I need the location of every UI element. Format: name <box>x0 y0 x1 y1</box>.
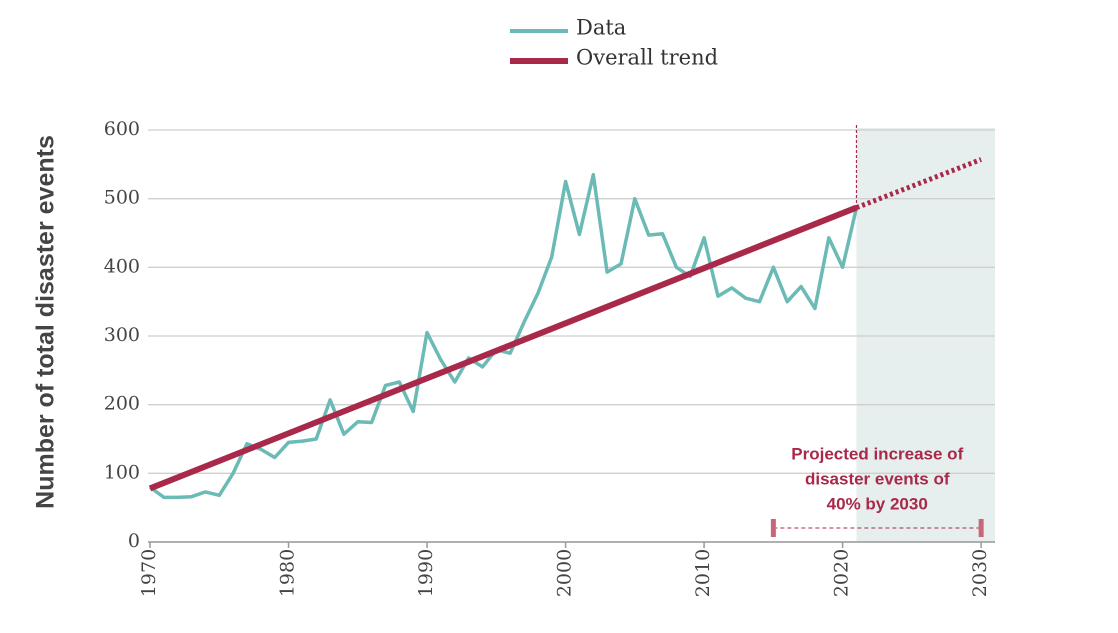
y-tick-label: 0 <box>128 530 140 552</box>
annotation-bracket-end <box>770 519 776 537</box>
y-axis-label: Number of total disaster events <box>32 135 60 509</box>
x-tick-label: 1980 <box>277 549 299 597</box>
x-tick-label: 2010 <box>692 549 714 597</box>
y-tick-label: 600 <box>104 118 140 140</box>
legend-label: Overall trend <box>576 46 718 70</box>
x-tick-label: 1970 <box>138 549 160 597</box>
x-tick-label: 1990 <box>415 549 437 597</box>
y-tick-label: 300 <box>104 324 140 346</box>
x-tick-label: 2020 <box>831 549 853 597</box>
legend-label: Data <box>576 16 626 40</box>
data-line <box>148 172 859 500</box>
annotation-text: 40% by 2030 <box>827 494 928 513</box>
trend-line <box>148 204 858 492</box>
y-tick-label: 400 <box>104 255 140 277</box>
x-tick-label: 2000 <box>554 549 576 597</box>
annotation-text: disaster events of <box>805 469 950 488</box>
x-tick-label: 2030 <box>969 549 991 597</box>
y-tick-label: 100 <box>104 461 140 483</box>
annotation-text: Projected increase of <box>791 444 963 463</box>
projection-line <box>855 157 983 210</box>
y-tick-label: 500 <box>104 187 140 209</box>
y-tick-label: 200 <box>104 393 140 415</box>
annotation-bracket-end <box>978 519 984 537</box>
